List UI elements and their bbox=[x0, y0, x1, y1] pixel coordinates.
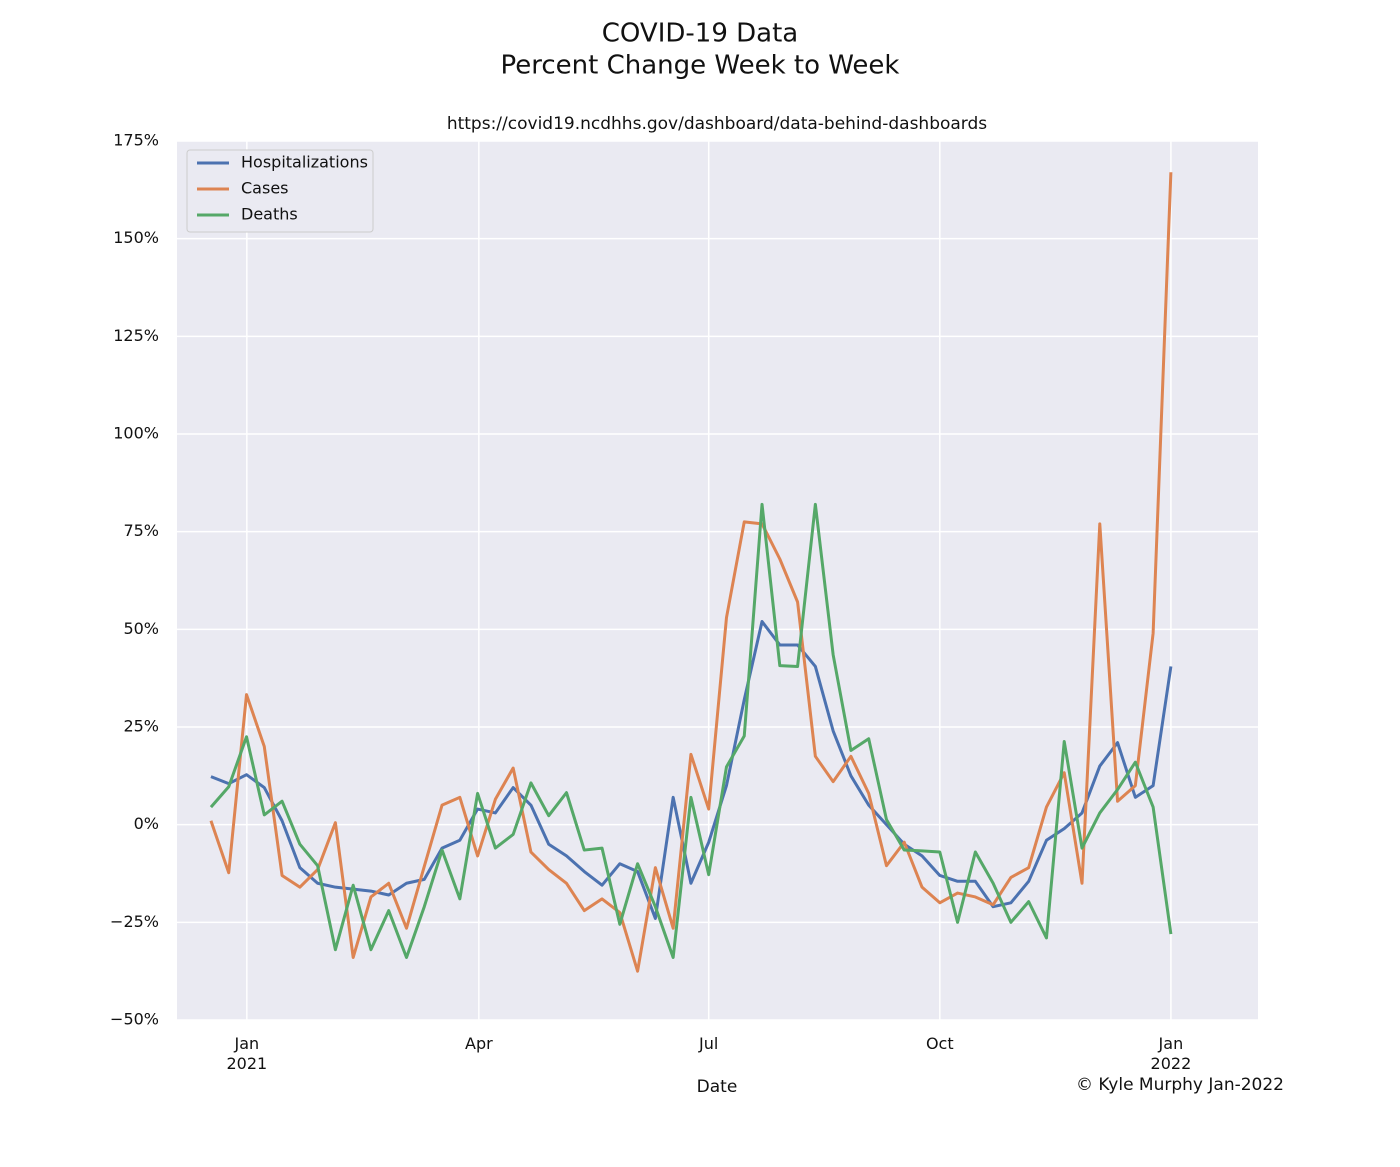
y-tick-label: 100% bbox=[113, 424, 159, 443]
chart-subtitle: Percent Change Week to Week bbox=[500, 51, 899, 81]
x-tick-label: Jul bbox=[698, 1034, 718, 1053]
legend-label: Cases bbox=[241, 179, 289, 198]
line-series bbox=[209, 502, 1173, 959]
legend: Hospitalizations Cases Deaths bbox=[186, 149, 374, 233]
credit: © Kyle Murphy Jan-2022 bbox=[1076, 1075, 1284, 1095]
x-axis-label: Date bbox=[697, 1077, 738, 1097]
x-tick-label: Jan 2022 bbox=[1151, 1034, 1192, 1073]
y-tick-label: −50% bbox=[110, 1010, 159, 1029]
y-tick-label: 50% bbox=[123, 619, 159, 638]
y-tick-label: 150% bbox=[113, 228, 159, 247]
y-tick-label: 75% bbox=[123, 521, 159, 540]
x-tick-label: Jan 2021 bbox=[227, 1034, 268, 1073]
y-tick-label: 175% bbox=[113, 131, 159, 150]
legend-label: Hospitalizations bbox=[241, 153, 368, 172]
chart-title: COVID-19 Data bbox=[602, 19, 798, 49]
plot-background bbox=[177, 141, 1258, 1020]
line-series bbox=[210, 620, 1173, 920]
legend-box bbox=[186, 149, 374, 233]
line-series bbox=[209, 172, 1173, 973]
y-tick-label: 0% bbox=[134, 814, 159, 833]
source: https://covid19.ncdhhs.gov/dashboard/dat… bbox=[447, 114, 987, 134]
x-tick-label: Oct bbox=[926, 1034, 954, 1053]
y-tick-label: −25% bbox=[110, 912, 159, 931]
y-tick-label: 25% bbox=[123, 717, 159, 736]
x-tick-label: Apr bbox=[465, 1034, 493, 1053]
legend-label: Deaths bbox=[241, 205, 298, 224]
y-tick-label: 125% bbox=[113, 326, 159, 345]
